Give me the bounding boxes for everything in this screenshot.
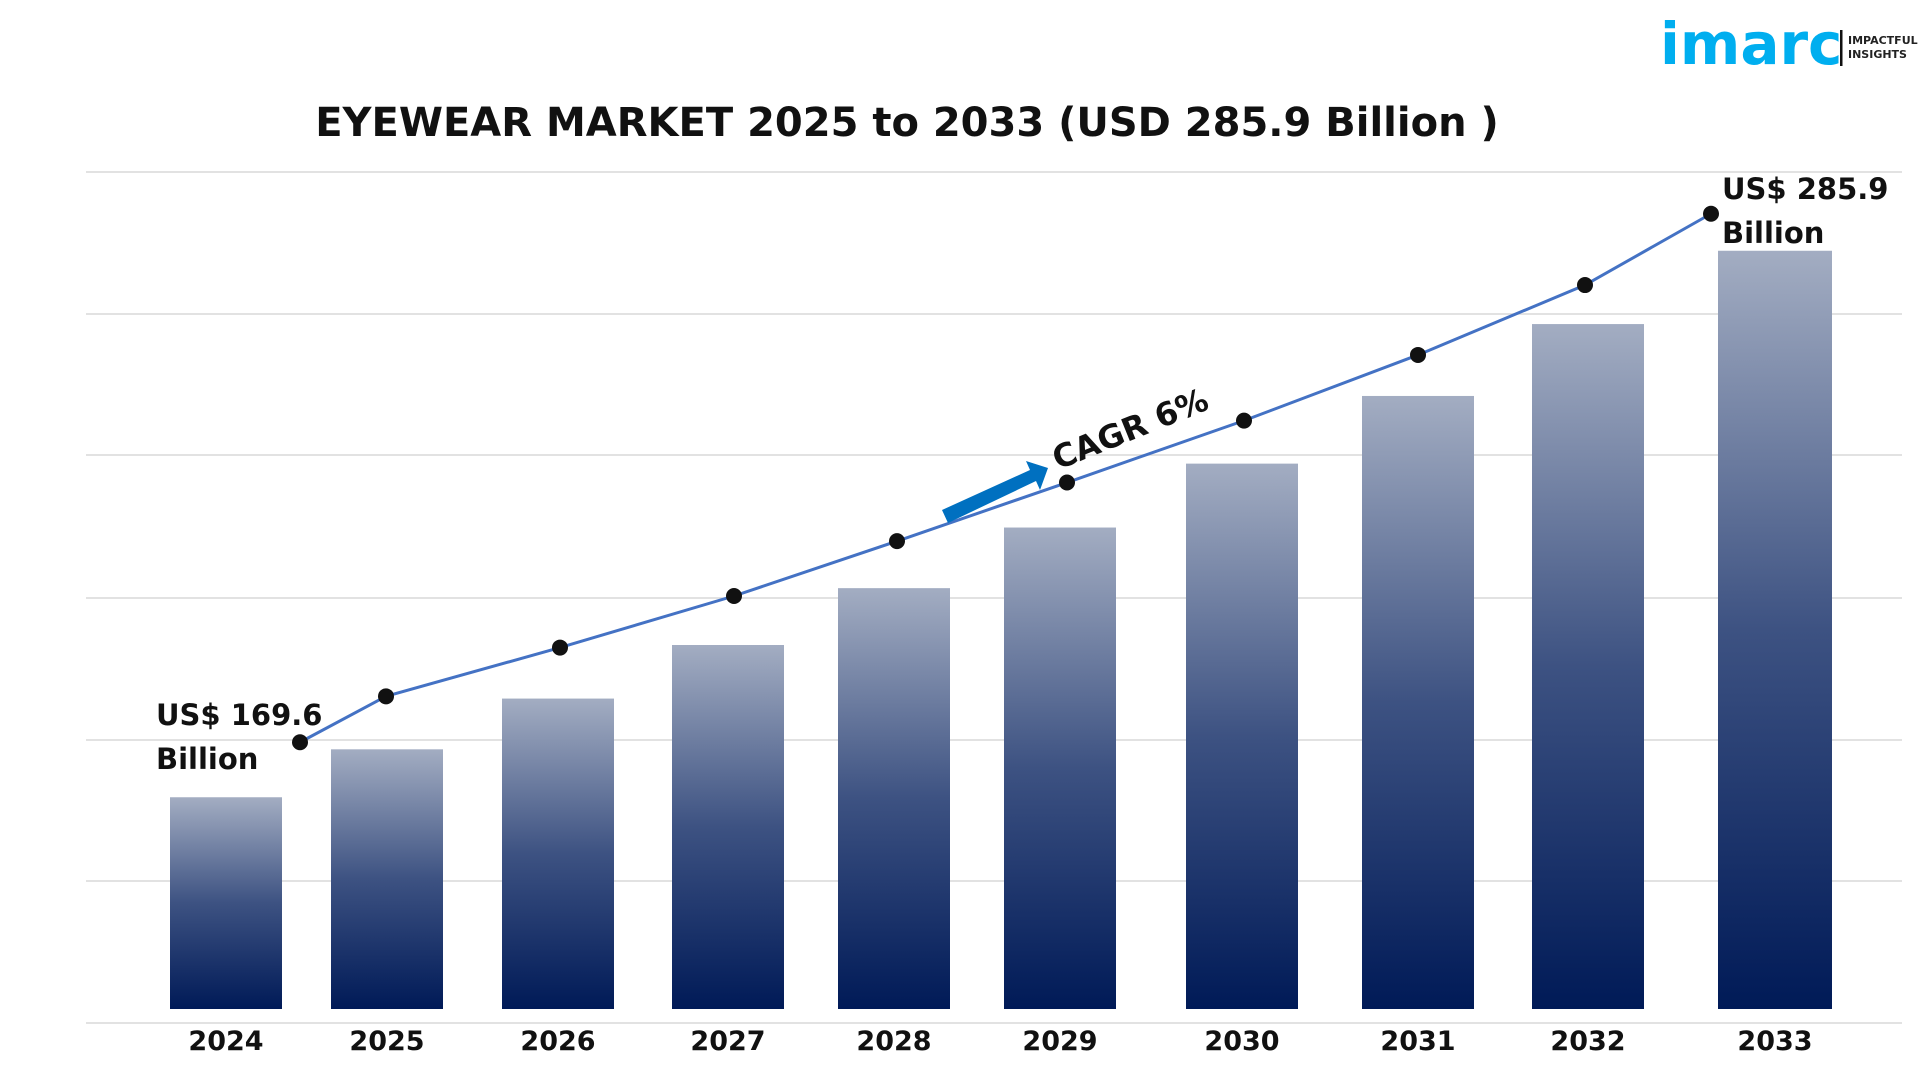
line-point-2025 <box>378 688 394 705</box>
cagr-label: CAGR 6% <box>1047 381 1214 478</box>
x-tick-label: 2031 <box>1380 1026 1455 1057</box>
line-point-2028 <box>889 533 905 550</box>
x-tick-label: 2026 <box>520 1026 595 1057</box>
bar-2025 <box>331 749 443 1009</box>
bars <box>170 250 1832 1010</box>
trend-line <box>292 205 1719 751</box>
chart-title: EYEWEAR MARKET 2025 to 2033 (USD 285.9 B… <box>315 100 1499 146</box>
x-tick-label: 2024 <box>188 1026 263 1057</box>
x-tick-label: 2025 <box>349 1026 424 1057</box>
x-tick-label: 2028 <box>856 1026 931 1057</box>
trend-line-path <box>299 212 1712 744</box>
bar-2032 <box>1532 324 1644 1009</box>
x-tick-label: 2033 <box>1737 1026 1812 1057</box>
bar-2027 <box>672 645 784 1009</box>
end-unit-label: Billion <box>1722 216 1824 250</box>
bar-2028 <box>838 588 950 1009</box>
bar-2031 <box>1362 395 1474 1010</box>
line-point-2033 <box>1703 205 1719 222</box>
cagr-arrow-icon <box>942 461 1048 523</box>
imarc-logo: imarc IMPACTFUL INSIGHTS <box>1660 10 1918 78</box>
logo-text: imarc <box>1660 10 1842 78</box>
bar-2030 <box>1186 463 1298 1009</box>
line-point-2024 <box>292 734 308 751</box>
x-tick-label: 2029 <box>1022 1026 1097 1057</box>
x-tick-label: 2030 <box>1204 1026 1279 1057</box>
bar-2033 <box>1718 250 1832 1009</box>
logo-tagline-2: INSIGHTS <box>1848 48 1907 61</box>
line-point-2032 <box>1577 277 1593 294</box>
x-tick-label: 2032 <box>1550 1026 1625 1057</box>
end-value-label: US$ 285.9 <box>1722 172 1888 206</box>
line-point-2026 <box>552 639 568 656</box>
line-point-2031 <box>1410 346 1426 363</box>
line-point-2030 <box>1236 412 1252 429</box>
bar-2029 <box>1004 527 1116 1009</box>
bar-2024 <box>170 797 282 1009</box>
start-unit-label: Billion <box>156 742 258 776</box>
logo-tagline-1: IMPACTFUL <box>1848 34 1918 47</box>
start-value-label: US$ 169.6 <box>156 698 322 732</box>
bar-2026 <box>502 698 614 1009</box>
line-point-2027 <box>726 588 742 605</box>
x-axis-labels: 2024 2025 2026 2027 2028 2029 2030 2031 2032 2033 <box>188 1026 1812 1057</box>
x-tick-label: 2027 <box>690 1026 765 1057</box>
line-point-2029 <box>1059 474 1075 491</box>
